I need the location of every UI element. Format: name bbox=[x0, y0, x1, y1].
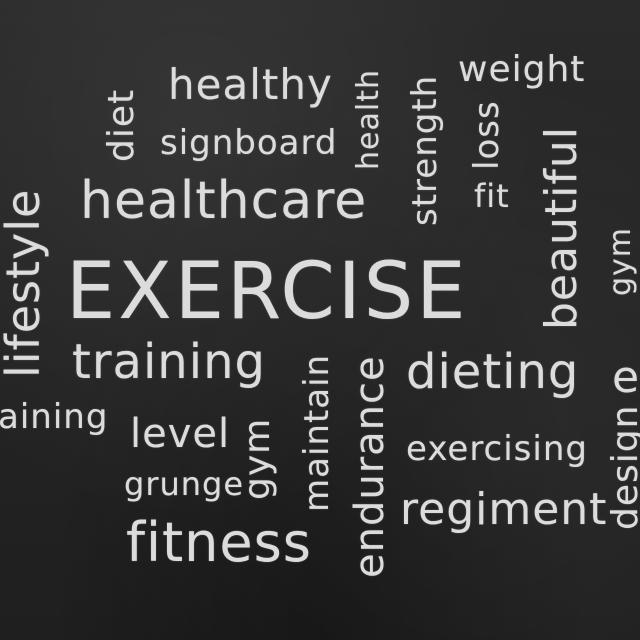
word-maintain: maintain bbox=[297, 353, 337, 512]
word-beautiful: beautiful bbox=[536, 126, 587, 330]
word-fitness: fitness bbox=[126, 511, 312, 574]
word-design: design bbox=[605, 404, 640, 530]
word-diet: diet bbox=[101, 88, 142, 162]
word-signboard: signboard bbox=[160, 123, 338, 163]
word-training: training bbox=[72, 334, 266, 390]
word-training-partial: aining bbox=[0, 397, 109, 437]
word-e-partial: e bbox=[612, 352, 640, 403]
word-weight: weight bbox=[458, 49, 586, 90]
word-healthcare: healthcare bbox=[80, 171, 368, 231]
word-exercise: EXERCISE bbox=[66, 247, 469, 337]
word-lifestyle: lifestyle bbox=[0, 188, 50, 378]
word-endurance: endurance bbox=[347, 355, 393, 578]
word-grunge: grunge bbox=[124, 465, 245, 503]
word-health: health bbox=[351, 69, 386, 170]
word-fit: fit bbox=[474, 177, 510, 215]
word-strength: strength bbox=[405, 74, 445, 226]
word-healthy: healthy bbox=[168, 60, 333, 109]
word-regiment: regiment bbox=[400, 484, 608, 535]
word-gym-rotated: gym bbox=[237, 417, 278, 500]
word-loss: loss bbox=[467, 100, 507, 170]
word-dieting: dieting bbox=[406, 344, 580, 400]
word-gym-right: gym bbox=[603, 226, 638, 296]
word-exercising: exercising bbox=[406, 429, 588, 469]
word-level: level bbox=[130, 411, 231, 457]
